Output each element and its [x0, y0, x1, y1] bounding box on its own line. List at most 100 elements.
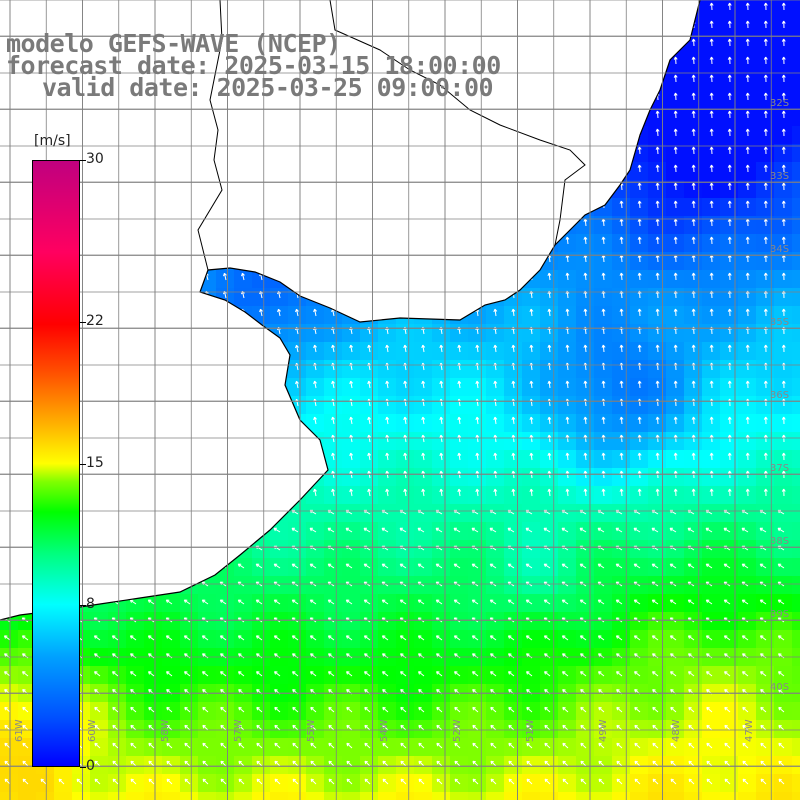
wind-arrow: [382, 724, 389, 731]
wind-arrow: [778, 778, 785, 785]
wind-arrow: [346, 724, 353, 731]
wind-cell: [288, 378, 307, 397]
wind-arrow: [364, 742, 371, 749]
wind-arrow: [727, 380, 732, 389]
wind-cell: [414, 468, 433, 487]
wind-cell: [792, 18, 800, 37]
wind-cell: [756, 18, 775, 37]
wind-cell: [504, 360, 523, 379]
wind-cell: [522, 468, 541, 487]
wind-arrow: [706, 760, 713, 767]
wind-cell: [666, 288, 685, 307]
wind-arrow: [619, 488, 624, 497]
wind-arrow: [382, 706, 389, 713]
wind-cell: [414, 432, 433, 451]
wind-arrow: [763, 236, 768, 245]
wind-arrow: [220, 760, 227, 767]
wind-arrow: [763, 308, 768, 317]
wind-cell: [702, 324, 721, 343]
wind-arrow: [655, 380, 660, 389]
wind-arrow: [709, 200, 714, 209]
wind-arrow: [417, 635, 425, 641]
wind-cell: [756, 378, 775, 397]
wind-arrow: [691, 146, 696, 155]
wind-arrow: [616, 778, 623, 785]
wind-arrow: [399, 599, 407, 605]
wind-arrow: [778, 706, 785, 713]
wind-arrow: [435, 599, 443, 605]
wind-arrow: [148, 742, 155, 749]
colorbar-tick: [80, 463, 86, 465]
wind-cell: [702, 0, 721, 19]
wind-arrow: [742, 706, 749, 713]
wind-arrow: [511, 380, 516, 389]
wind-cell: [720, 414, 739, 433]
wind-arrow: [309, 563, 317, 569]
wind-arrow: [529, 344, 534, 353]
wind-cell: [684, 72, 703, 91]
wind-arrow: [781, 92, 786, 101]
wind-arrow: [655, 146, 660, 155]
wind-cell: [720, 234, 739, 253]
wind-cell: [468, 468, 487, 487]
wind-arrow: [349, 344, 354, 353]
wind-arrow: [220, 706, 227, 713]
wind-cell: [342, 486, 361, 505]
wind-cell: [756, 144, 775, 163]
wind-arrow: [763, 200, 768, 209]
wind-arrow: [327, 599, 335, 605]
wind-arrow: [403, 488, 408, 497]
wind-arrow: [454, 706, 461, 713]
wind-arrow: [763, 272, 768, 281]
wind-arrow: [651, 599, 659, 605]
wind-arrow: [439, 416, 444, 425]
wind-cell: [630, 216, 649, 235]
wind-cell: [720, 0, 739, 19]
wind-arrow: [544, 760, 551, 767]
wind-cell: [612, 396, 631, 415]
wind-arrow: [691, 434, 696, 443]
wind-arrow: [655, 344, 660, 353]
wind-arrow: [673, 488, 678, 497]
wind-arrow: [543, 563, 551, 569]
wind-cell: [234, 792, 253, 800]
wind-cell: [522, 360, 541, 379]
wind-arrow: [655, 434, 660, 443]
wind-arrow: [436, 671, 443, 677]
wind-cell: [738, 288, 757, 307]
wind-arrow: [436, 706, 443, 713]
wind-cell: [666, 306, 685, 325]
wind-arrow: [529, 488, 534, 497]
wind-arrow: [655, 182, 660, 191]
wind-cell: [792, 144, 800, 163]
wind-arrow: [727, 272, 732, 281]
wind-arrow: [184, 724, 191, 731]
wind-arrow: [727, 434, 732, 443]
wind-arrow: [489, 599, 497, 605]
wind-cell: [648, 324, 667, 343]
wind-cell: [486, 414, 505, 433]
wind-cell: [792, 558, 800, 577]
wind-arrow: [583, 272, 588, 281]
wind-cell: [630, 234, 649, 253]
wind-arrow: [673, 380, 678, 389]
wind-arrow: [328, 742, 335, 749]
wind-arrow: [472, 724, 479, 731]
wind-arrow: [763, 74, 768, 83]
wind-arrow: [328, 706, 335, 713]
wind-cell: [486, 792, 505, 800]
wind-arrow: [763, 344, 768, 353]
wind-arrow: [777, 599, 785, 605]
wind-cell: [378, 396, 397, 415]
colorbar-label: 22: [86, 312, 104, 329]
wind-arrow: [274, 760, 281, 767]
wind-arrow: [601, 344, 606, 353]
wind-cell: [648, 162, 667, 181]
wind-arrow: [745, 200, 750, 209]
wind-arrow: [76, 778, 83, 785]
wind-arrow: [637, 236, 642, 245]
wind-cell: [36, 792, 55, 800]
wind-arrow: [616, 742, 623, 749]
wind-cell: [270, 306, 289, 325]
wind-arrow: [709, 146, 714, 155]
